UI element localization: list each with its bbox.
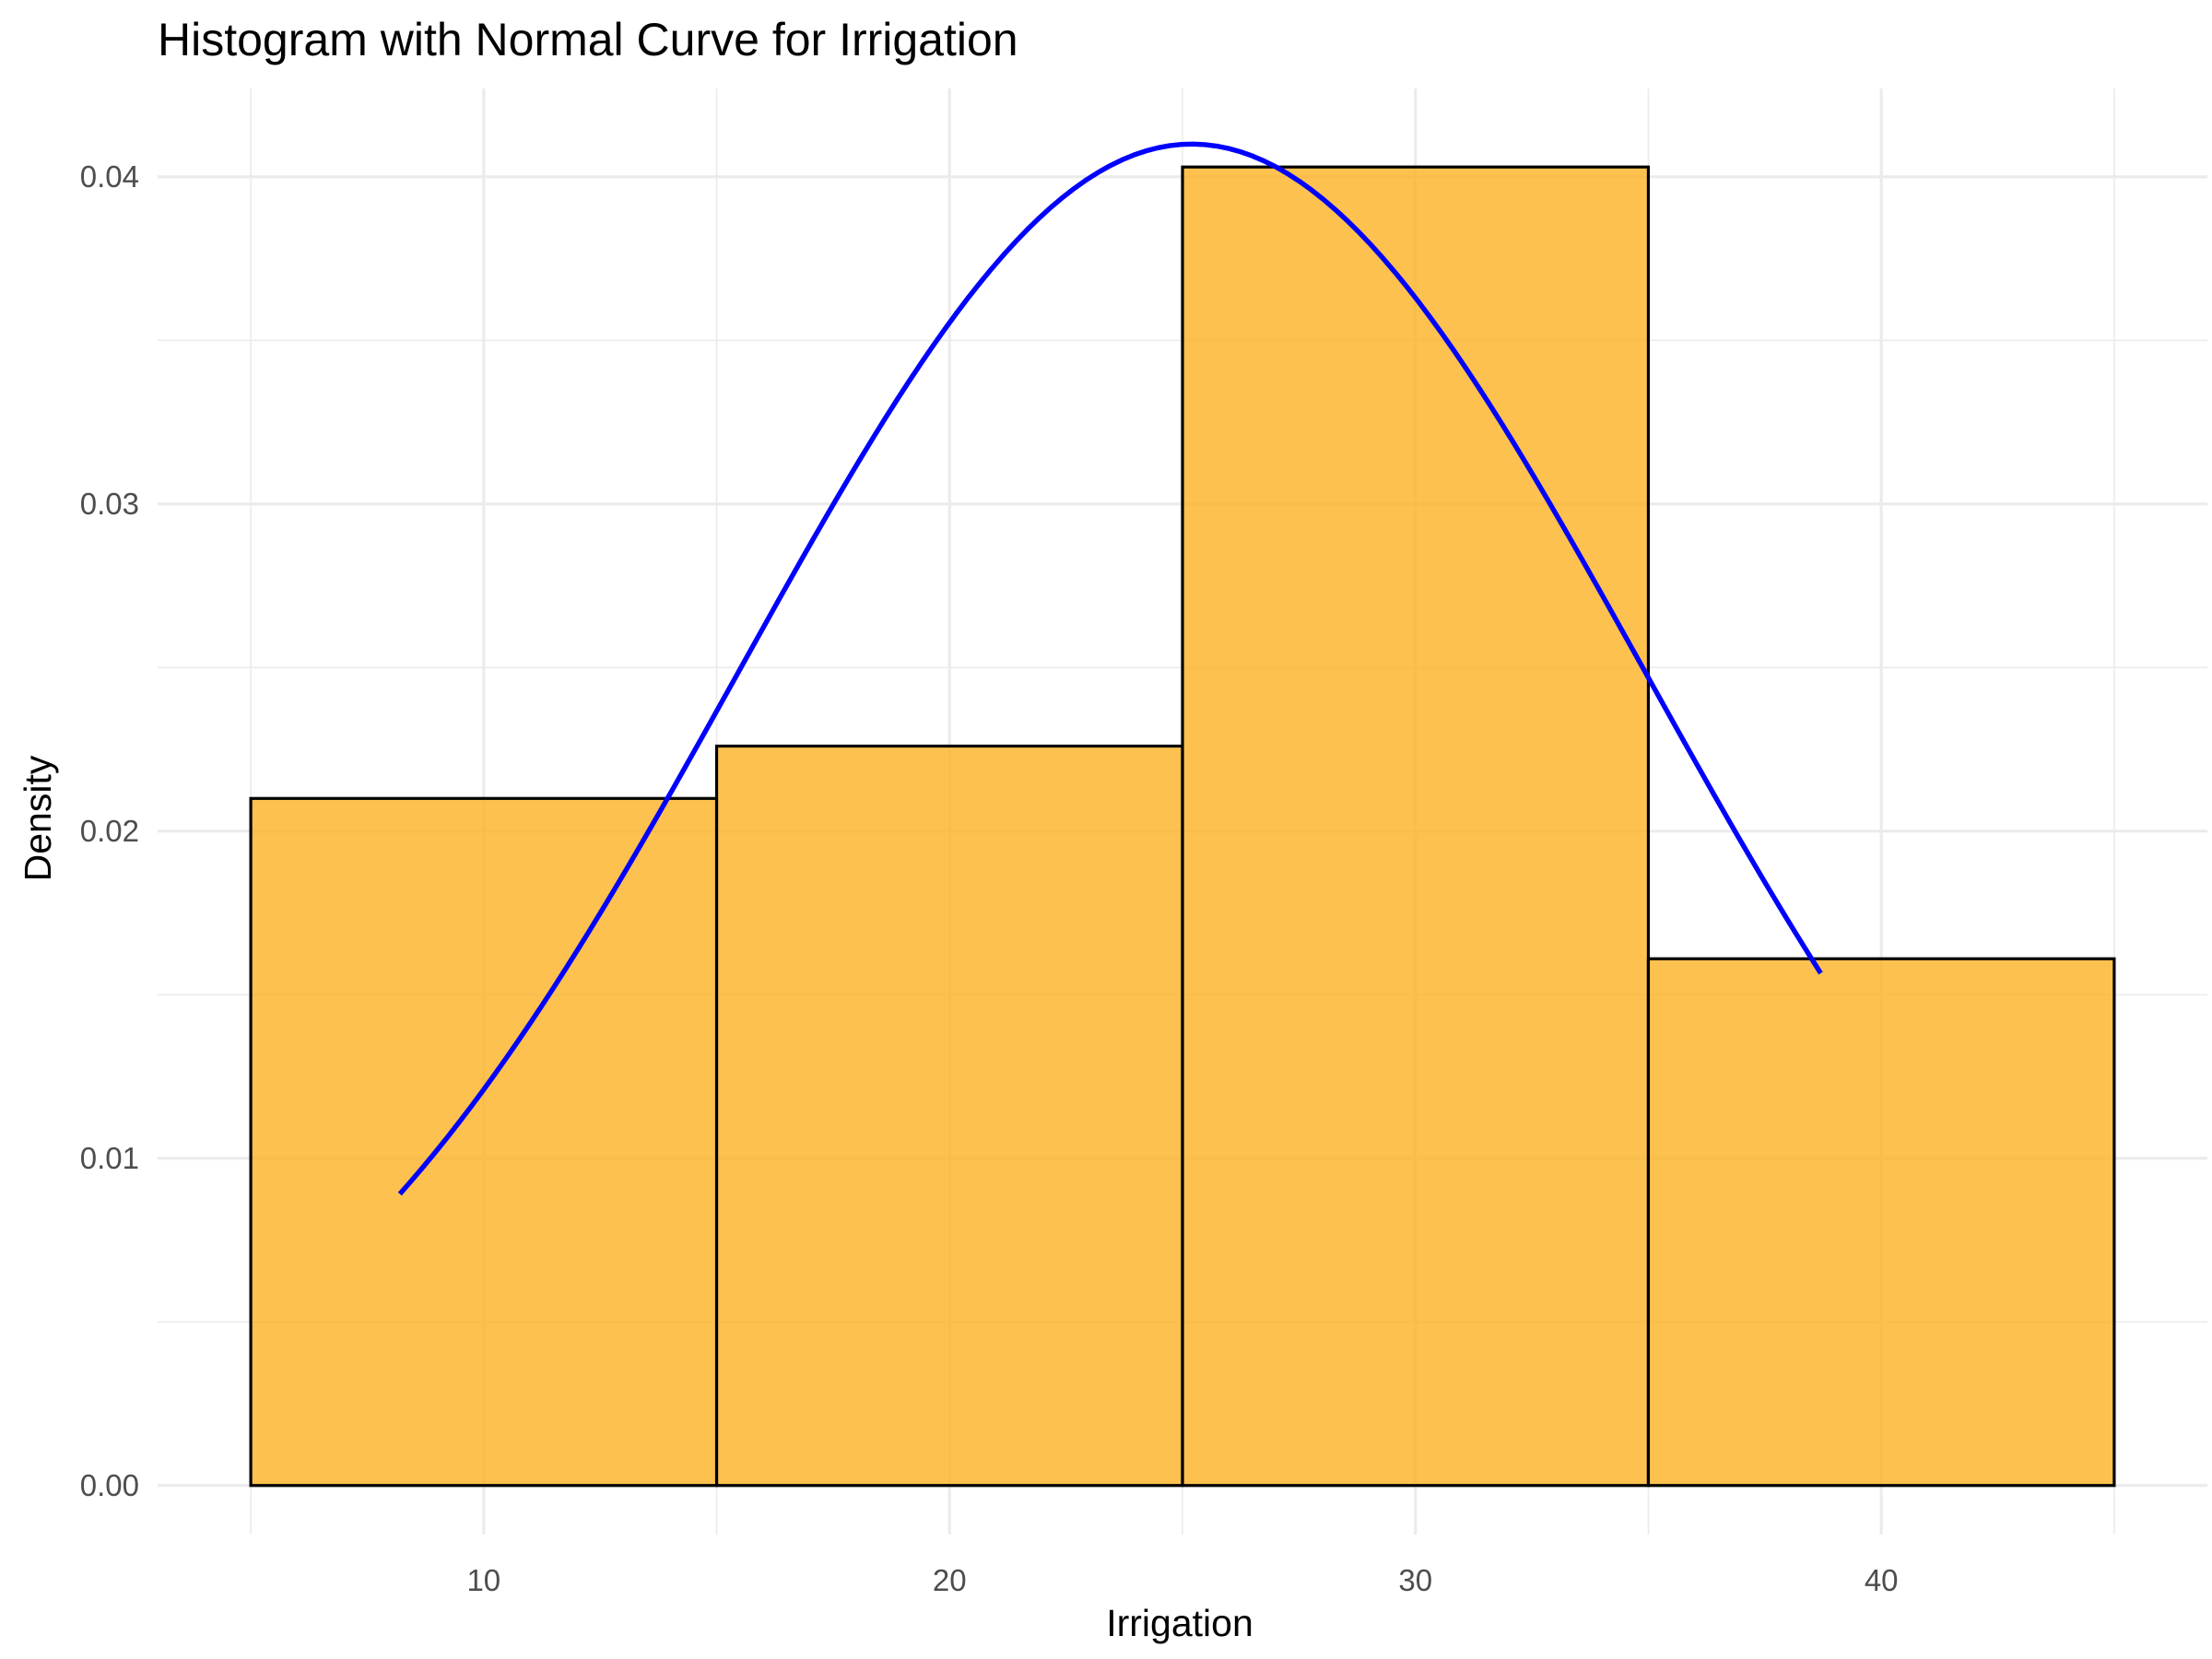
- y-axis-tick-labels: 0.00 0.01 0.02 0.03 0.04: [80, 159, 139, 1502]
- y-tick-label: 0.04: [80, 159, 139, 194]
- histogram-bars: [249, 165, 2116, 1488]
- x-axis-title: Irrigation: [1106, 1602, 1253, 1644]
- y-axis-title: Density: [17, 755, 59, 881]
- x-axis-tick-labels: 10 20 30 40: [466, 1563, 1898, 1597]
- x-tick-label: 40: [1865, 1563, 1899, 1597]
- chart-title: Histogram with Normal Curve for Irrigati…: [158, 14, 1018, 65]
- normal-curve-line: [397, 141, 1823, 1196]
- y-tick-label: 0.01: [80, 1141, 139, 1175]
- histogram-bar-4: [1646, 957, 2116, 1488]
- histogram-bar-3: [1181, 165, 1651, 1488]
- histogram-bar-2: [714, 744, 1184, 1488]
- histogram-bar-1: [249, 796, 719, 1488]
- x-tick-label: 30: [1398, 1563, 1432, 1597]
- y-tick-label: 0.00: [80, 1468, 139, 1502]
- y-tick-label: 0.02: [80, 814, 139, 848]
- y-tick-label: 0.03: [80, 487, 139, 521]
- normal-curve-layer: [397, 141, 1823, 1196]
- x-tick-label: 10: [466, 1563, 500, 1597]
- x-tick-label: 20: [933, 1563, 967, 1597]
